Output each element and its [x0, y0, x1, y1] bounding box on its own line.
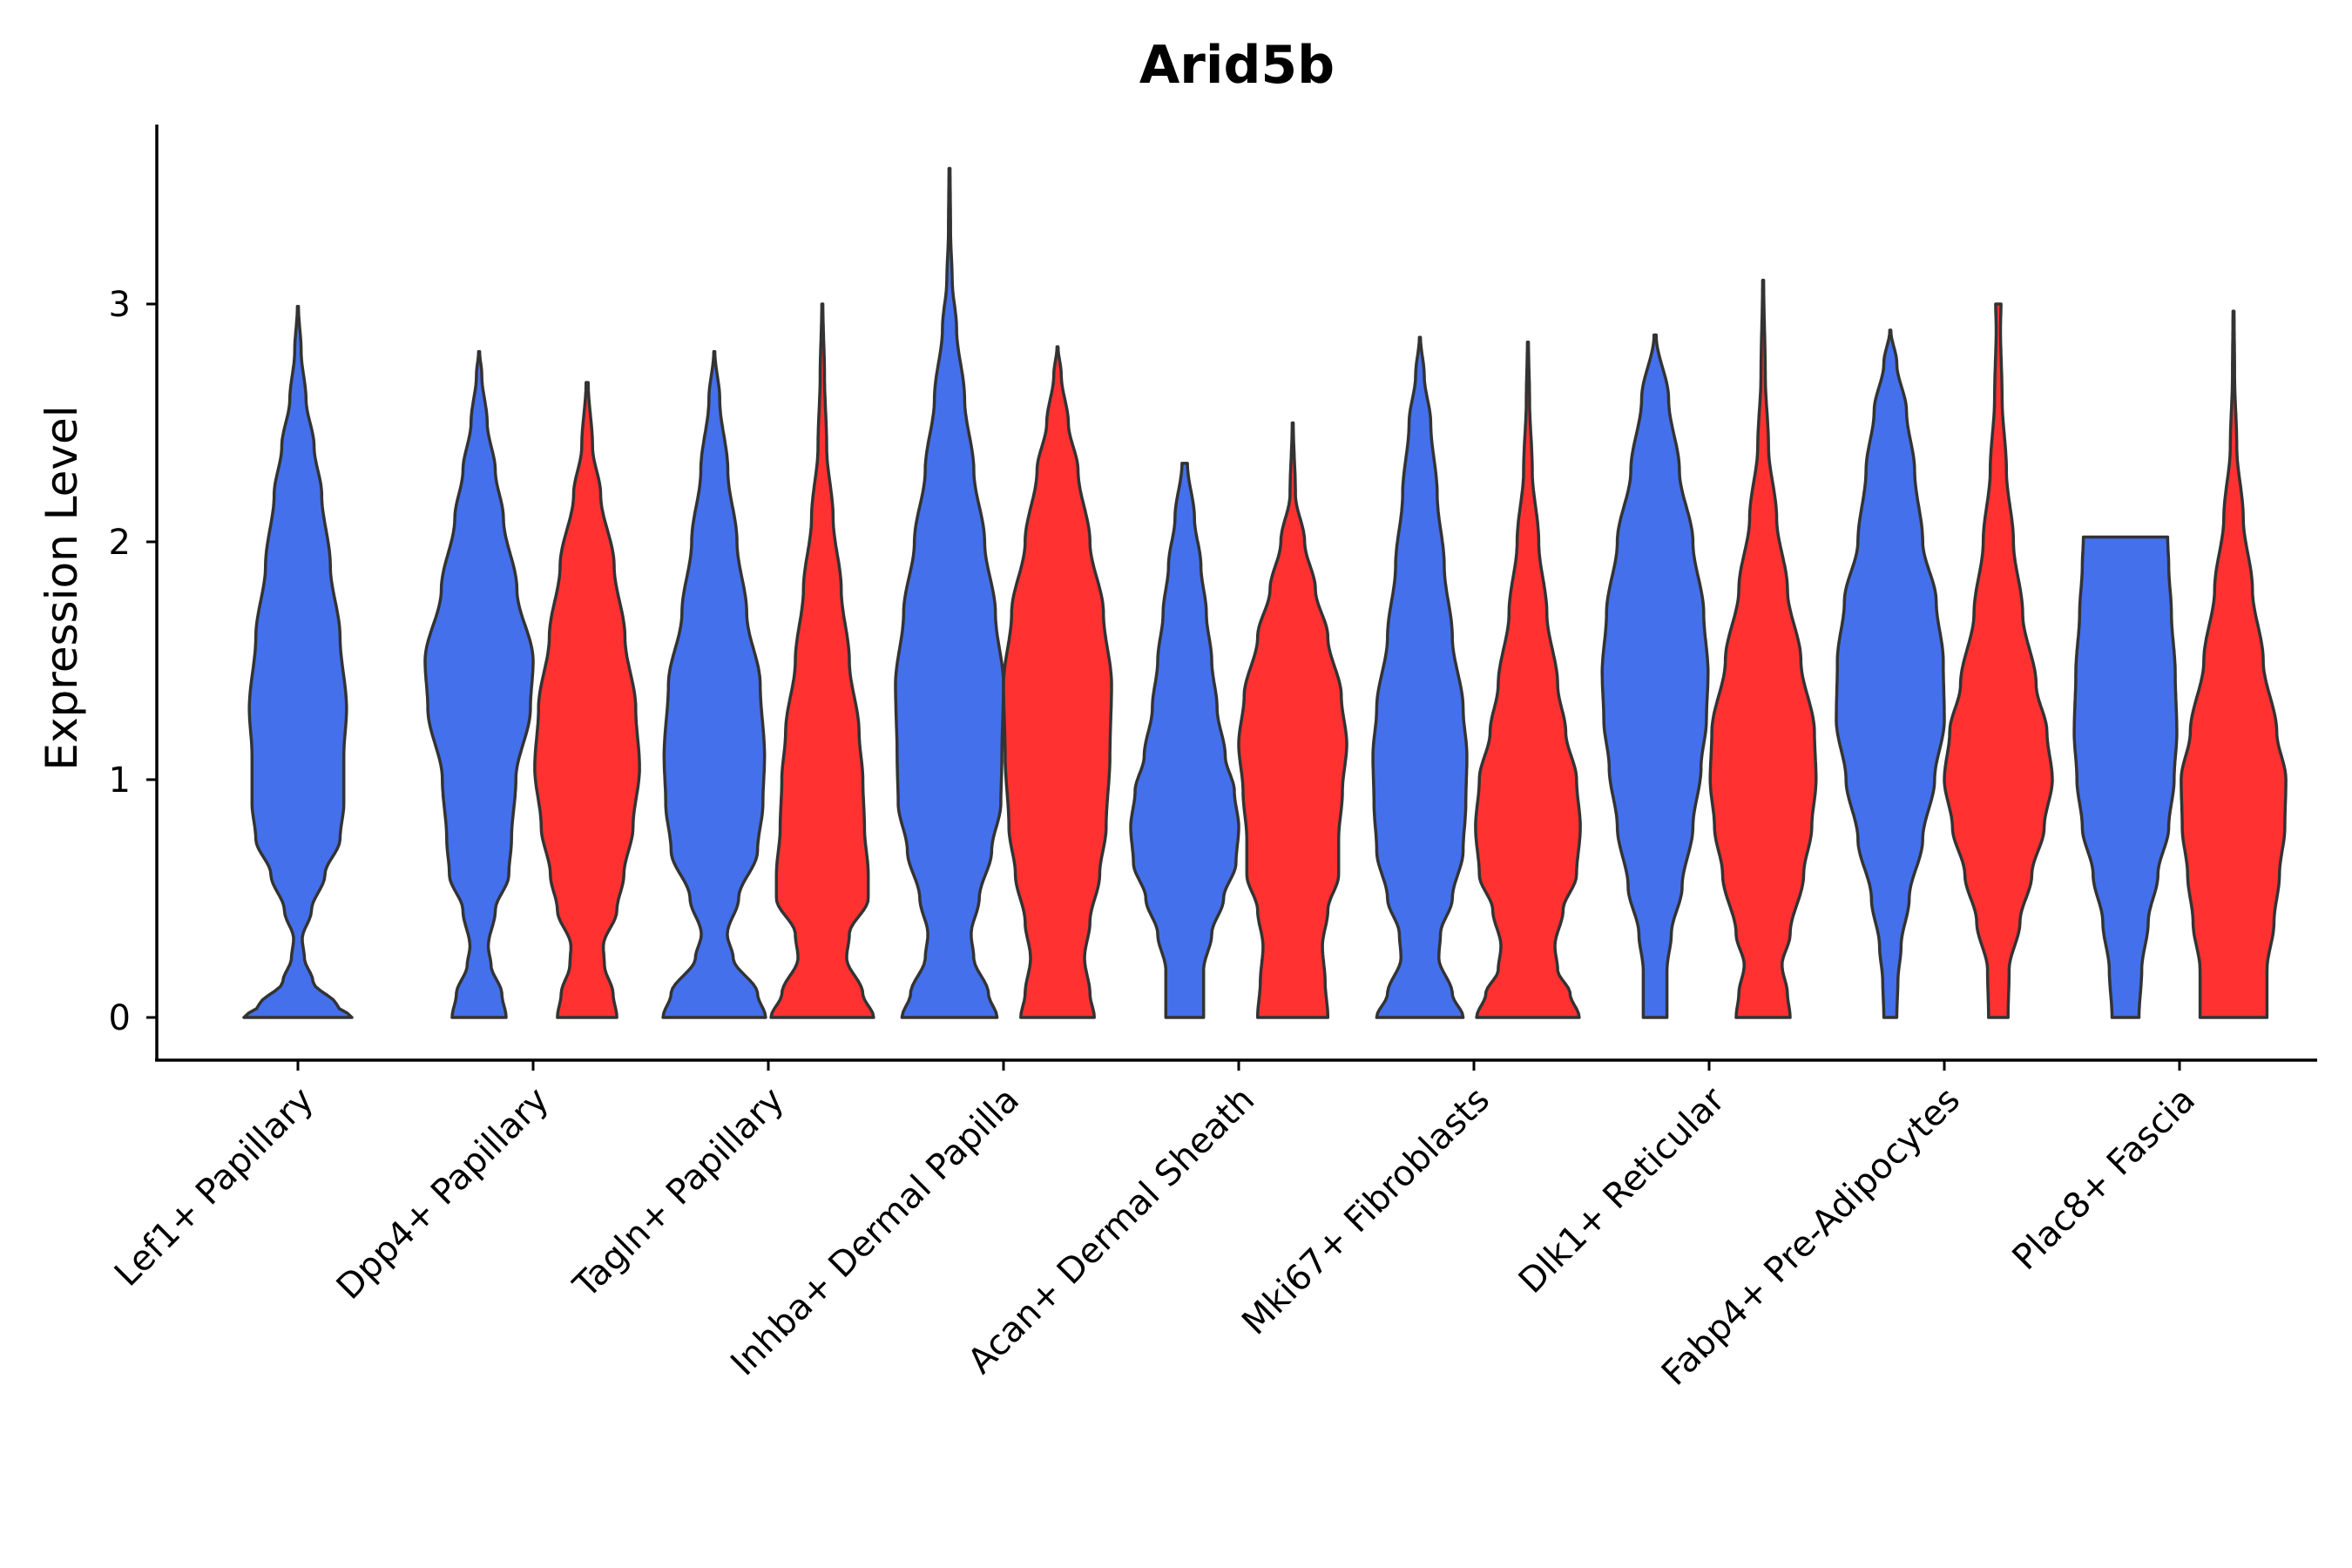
violin-blue-0 — [242, 304, 354, 1019]
violin-red-1 — [533, 381, 641, 1019]
violin-red-2 — [769, 302, 875, 1019]
violin-blue-4 — [1129, 462, 1240, 1019]
y-tick-label: 2 — [109, 523, 131, 563]
violin-red-3 — [1002, 345, 1113, 1019]
violin-blue-7 — [1835, 328, 1946, 1019]
chart-title: Arid5b — [1139, 35, 1335, 96]
y-axis-label: Expression Level — [37, 405, 87, 770]
x-tick-label: Dpp4+ Papillary — [329, 1080, 557, 1308]
y-tick-label: 3 — [109, 285, 131, 325]
violin-blue-8 — [2072, 535, 2179, 1019]
x-tick-label: Mki67+ Fibroblasts — [1234, 1080, 1497, 1343]
violins-layer — [242, 166, 2288, 1019]
violin-blue-1 — [423, 349, 535, 1019]
y-tick-label: 1 — [109, 760, 131, 801]
violin-red-8 — [2180, 309, 2288, 1019]
violin-blue-6 — [1600, 333, 1710, 1019]
violin-red-7 — [1943, 302, 2054, 1019]
violin-blue-3 — [894, 166, 1005, 1019]
y-tick-label: 0 — [109, 998, 131, 1038]
x-ticks: Lef1+ Papillary Dpp4+ Papillary Tagln+ Pap… — [107, 1060, 2203, 1394]
violin-blue-2 — [661, 349, 767, 1019]
y-ticks: 0 1 2 3 — [109, 285, 157, 1038]
x-tick-label: Dlk1+ Reticular — [1511, 1079, 1734, 1301]
violin-red-5 — [1474, 340, 1582, 1019]
axes — [155, 125, 2317, 1062]
x-tick-label: Tagln+ Papillary — [565, 1080, 792, 1307]
violin-red-6 — [1708, 278, 1818, 1019]
violin-blue-5 — [1371, 335, 1469, 1019]
violin-red-4 — [1237, 421, 1348, 1019]
x-tick-label: Plac8+ Fascia — [2005, 1080, 2204, 1279]
x-tick-label: Lef1+ Papillary — [107, 1080, 321, 1294]
